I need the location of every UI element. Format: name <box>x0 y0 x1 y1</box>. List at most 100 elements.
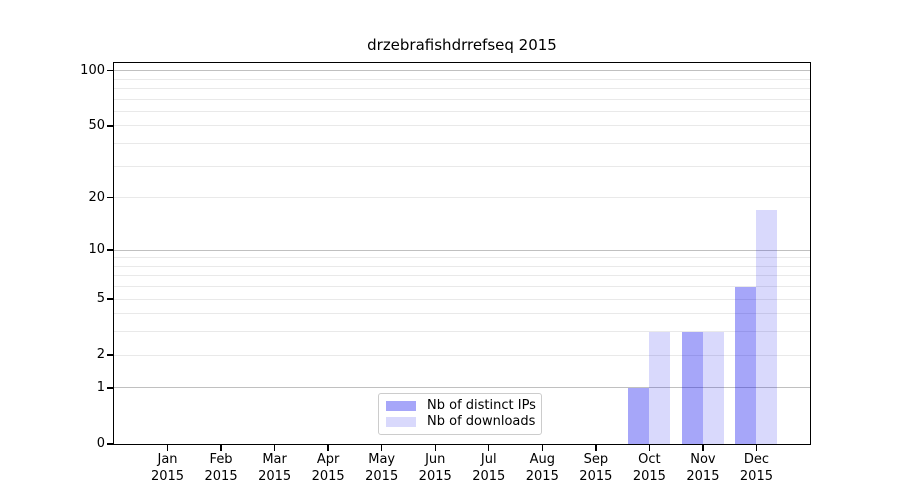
minor-gridline <box>114 125 810 127</box>
y-tick-mark <box>107 387 113 389</box>
x-tick-label: Dec 2015 <box>716 452 796 485</box>
x-tick-month: Oct <box>638 452 661 467</box>
bar-downloads-oct <box>649 331 671 444</box>
x-tick-year: 2015 <box>632 468 666 484</box>
y-tick-label: 0 <box>96 436 105 451</box>
legend-item: Nb of distinct IPs <box>385 398 536 414</box>
bar-distinct-ips-oct <box>628 387 650 444</box>
minor-gridline <box>114 143 810 145</box>
minor-gridline <box>114 197 810 199</box>
x-tick-month: May <box>368 452 396 467</box>
x-tick-mark <box>220 445 222 451</box>
minor-gridline <box>114 257 810 259</box>
y-tick-label: 50 <box>88 117 105 133</box>
y-tick-mark <box>107 249 113 251</box>
x-tick-label: Aug 2015 <box>502 452 582 485</box>
x-tick-month: Mar <box>262 452 287 467</box>
y-tick-mark <box>107 125 113 127</box>
minor-gridline <box>114 87 810 89</box>
x-tick-year: 2015 <box>258 468 292 484</box>
minor-gridline <box>114 265 810 267</box>
x-tick-year: 2015 <box>150 468 185 484</box>
y-tick-mark <box>107 443 113 445</box>
x-tick-year: 2015 <box>472 468 506 484</box>
bar-distinct-ips-dec <box>735 286 757 444</box>
minor-gridline <box>114 98 810 100</box>
x-tick-label: Feb 2015 <box>181 452 261 485</box>
y-tick-label: 20 <box>88 189 105 205</box>
bar-distinct-ips-nov <box>681 331 703 444</box>
chart-title: drzebrafishdrrefseq 2015 <box>367 36 557 54</box>
x-tick-year: 2015 <box>204 468 238 484</box>
x-tick-label: Nov 2015 <box>663 452 743 485</box>
legend-swatch-downloads <box>386 417 416 427</box>
bar-downloads-nov <box>702 331 724 444</box>
x-tick-mark <box>380 445 383 451</box>
bar-downloads-dec <box>756 210 778 444</box>
x-tick-month: Apr <box>316 452 340 467</box>
x-tick-mark <box>166 445 169 451</box>
legend-item: Nb of downloads <box>385 414 535 430</box>
x-tick-mark <box>488 445 490 451</box>
minor-gridline <box>114 354 810 356</box>
x-tick-label: Oct 2015 <box>609 452 689 485</box>
x-tick-year: 2015 <box>525 468 559 484</box>
x-tick-month: Jan <box>157 452 178 467</box>
y-tick-mark <box>107 69 113 72</box>
y-tick-label: 5 <box>96 291 105 307</box>
x-tick-label: Sep 2015 <box>556 452 636 485</box>
y-tick-mark <box>107 196 113 199</box>
x-tick-label: Jan 2015 <box>128 452 208 485</box>
x-tick-year: 2015 <box>739 468 773 484</box>
x-tick-year: 2015 <box>311 468 345 484</box>
x-tick-month: Dec <box>743 452 770 467</box>
major-gridline <box>114 249 810 251</box>
x-tick-mark <box>434 445 436 451</box>
legend: Nb of distinct IPs Nb of downloads <box>378 393 542 435</box>
x-tick-year: 2015 <box>686 468 720 484</box>
y-tick-label: 10 <box>88 242 105 257</box>
y-tick-mark <box>107 354 113 356</box>
x-tick-mark <box>327 445 329 451</box>
x-tick-mark <box>755 445 758 451</box>
x-tick-month: Jun <box>425 452 446 467</box>
minor-gridline <box>114 78 810 80</box>
x-tick-year: 2015 <box>365 468 399 484</box>
legend-label: Nb of downloads <box>427 414 536 429</box>
minor-gridline <box>114 298 810 300</box>
x-tick-month: Aug <box>529 452 555 467</box>
y-tick-label: 1 <box>96 379 105 395</box>
x-tick-label: Apr 2015 <box>288 452 368 485</box>
minor-gridline <box>114 165 810 167</box>
x-tick-mark <box>648 445 651 451</box>
x-tick-mark <box>595 445 597 451</box>
x-tick-label: Jul 2015 <box>449 452 529 485</box>
minor-gridline <box>114 331 810 333</box>
x-tick-month: Jul <box>480 452 497 467</box>
minor-gridline <box>114 286 810 288</box>
x-tick-label: Jun 2015 <box>395 452 475 485</box>
x-tick-label: Mar 2015 <box>235 452 315 485</box>
x-tick-mark <box>273 445 276 451</box>
y-tick-label: 100 <box>80 62 105 78</box>
x-tick-year: 2015 <box>579 468 613 484</box>
y-tick-mark <box>107 298 113 300</box>
x-tick-month: Feb <box>209 452 233 467</box>
x-tick-month: Nov <box>690 452 716 467</box>
x-tick-mark <box>541 445 543 451</box>
x-tick-label: May 2015 <box>342 452 422 485</box>
x-tick-year: 2015 <box>418 468 452 484</box>
major-gridline <box>114 70 810 72</box>
minor-gridline <box>114 275 810 277</box>
legend-swatch-distinct-ips <box>386 401 416 411</box>
major-gridline <box>114 387 810 389</box>
legend-label: Nb of distinct IPs <box>427 398 536 413</box>
minor-gridline <box>114 110 810 112</box>
x-tick-month: Sep <box>583 452 609 467</box>
x-tick-mark <box>702 445 704 451</box>
minor-gridline <box>114 313 810 315</box>
